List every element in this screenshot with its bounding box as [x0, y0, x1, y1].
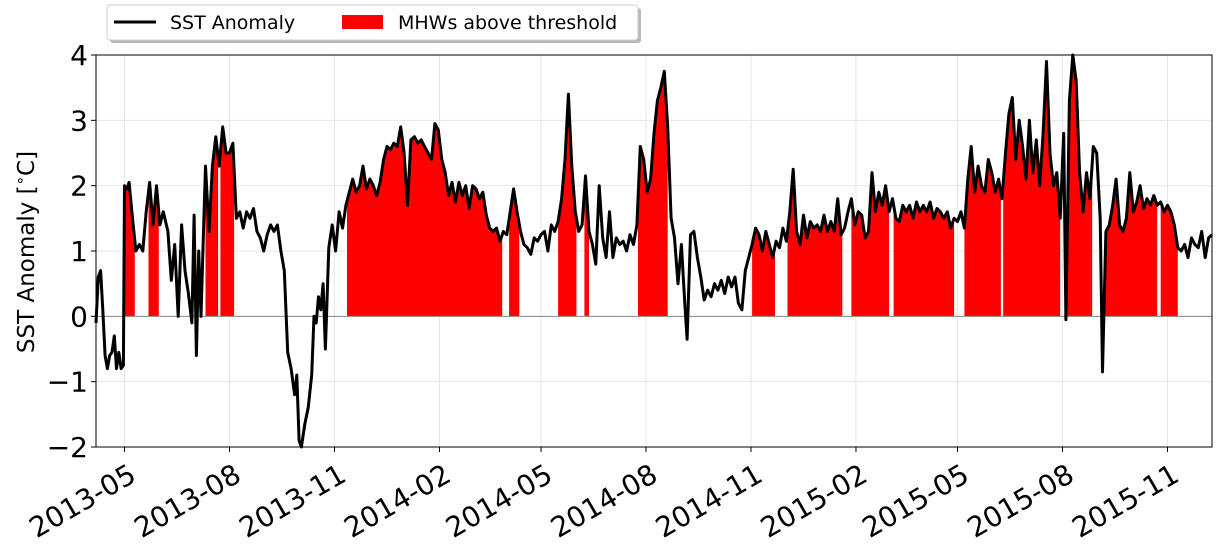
mhw-event-fill [638, 71, 668, 317]
mhw-event-fill [1003, 61, 1061, 317]
x-tick-label: 2013-11 [234, 457, 352, 544]
x-tick-label: 2014-05 [440, 457, 558, 544]
legend: SST Anomaly MHWs above threshold [106, 4, 641, 43]
mhw-event-fill [584, 175, 589, 317]
x-tick-label: 2014-11 [650, 457, 768, 544]
mhw-event-fill [558, 94, 577, 317]
x-tick-label: 2013-08 [129, 457, 247, 544]
mhw-event-fill [509, 188, 520, 317]
y-tick-label: 1 [70, 235, 88, 268]
x-tick-label: 2015-02 [755, 457, 873, 544]
y-tick-label: 3 [70, 104, 88, 137]
y-tick-label: 0 [70, 300, 88, 333]
x-axis: 2013-052013-082013-112014-022014-052014-… [24, 447, 1185, 545]
mhw-event-fill [851, 172, 890, 317]
mhw-event-fill [787, 169, 843, 317]
y-axis-label: SST Anomaly [∘C] [11, 151, 40, 353]
x-tick-label: 2013-05 [24, 457, 142, 544]
mhw-event-fill [347, 123, 503, 317]
legend-label-sst: SST Anomaly [170, 12, 295, 34]
x-tick-label: 2015-08 [962, 457, 1080, 544]
x-tick-label: 2015-05 [857, 457, 975, 544]
y-tick-label: 4 [70, 39, 88, 72]
y-tick-label: 2 [70, 170, 88, 203]
y-tick-label: −2 [47, 431, 88, 464]
mhw-event-fill [1160, 202, 1178, 317]
x-tick-label: 2014-02 [339, 457, 457, 544]
legend-label-mhw: MHWs above threshold [398, 12, 617, 34]
x-tick-label: 2015-11 [1067, 457, 1185, 544]
legend-fill-swatch [342, 15, 383, 29]
mhw-fill-series [124, 55, 1178, 317]
sst-anomaly-line [94, 53, 1214, 449]
mhw-event-fill [893, 202, 955, 317]
y-tick-label: −1 [47, 366, 88, 399]
mhw-event-fill [205, 136, 219, 317]
x-tick-label: 2014-08 [545, 457, 663, 544]
mhw-event-fill [220, 126, 235, 317]
y-axis: −2 −1 0 1 2 3 4 [47, 39, 96, 464]
